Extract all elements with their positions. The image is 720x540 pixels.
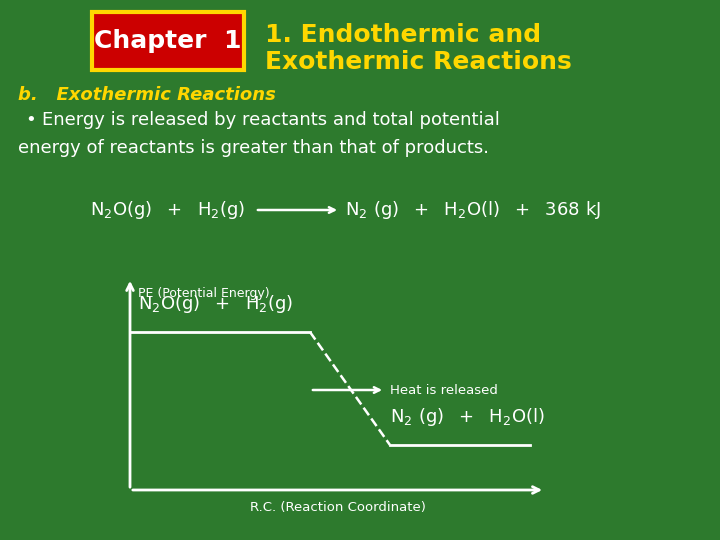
Text: $\mathrm{N_2O(g)\ \ +\ \ H_2(g)}$: $\mathrm{N_2O(g)\ \ +\ \ H_2(g)}$ bbox=[138, 293, 293, 315]
FancyBboxPatch shape bbox=[92, 12, 244, 70]
Text: energy of reactants is greater than that of products.: energy of reactants is greater than that… bbox=[18, 139, 489, 157]
Text: Exothermic Reactions: Exothermic Reactions bbox=[265, 50, 572, 74]
Text: $\mathrm{N_2\ (g)\ \ +\ \ H_2O(l)\ \ +\ \ 368\ kJ}$: $\mathrm{N_2\ (g)\ \ +\ \ H_2O(l)\ \ +\ … bbox=[345, 199, 601, 221]
Text: Heat is released: Heat is released bbox=[390, 383, 498, 396]
Text: b.   Exothermic Reactions: b. Exothermic Reactions bbox=[18, 86, 276, 104]
Text: R.C. (Reaction Coordinate): R.C. (Reaction Coordinate) bbox=[250, 502, 426, 515]
Text: $\mathrm{N_2O(g)\ \ +\ \ H_2(g)}$: $\mathrm{N_2O(g)\ \ +\ \ H_2(g)}$ bbox=[90, 199, 246, 221]
Text: Chapter  1: Chapter 1 bbox=[94, 29, 242, 53]
Text: $\mathrm{N_2\ (g)\ \ +\ \ H_2O(l)}$: $\mathrm{N_2\ (g)\ \ +\ \ H_2O(l)}$ bbox=[390, 406, 545, 428]
Text: 1. Endothermic and: 1. Endothermic and bbox=[265, 23, 541, 47]
Text: •: • bbox=[25, 111, 36, 129]
Text: Energy is released by reactants and total potential: Energy is released by reactants and tota… bbox=[42, 111, 500, 129]
Text: PE (Potential Energy): PE (Potential Energy) bbox=[138, 287, 269, 300]
